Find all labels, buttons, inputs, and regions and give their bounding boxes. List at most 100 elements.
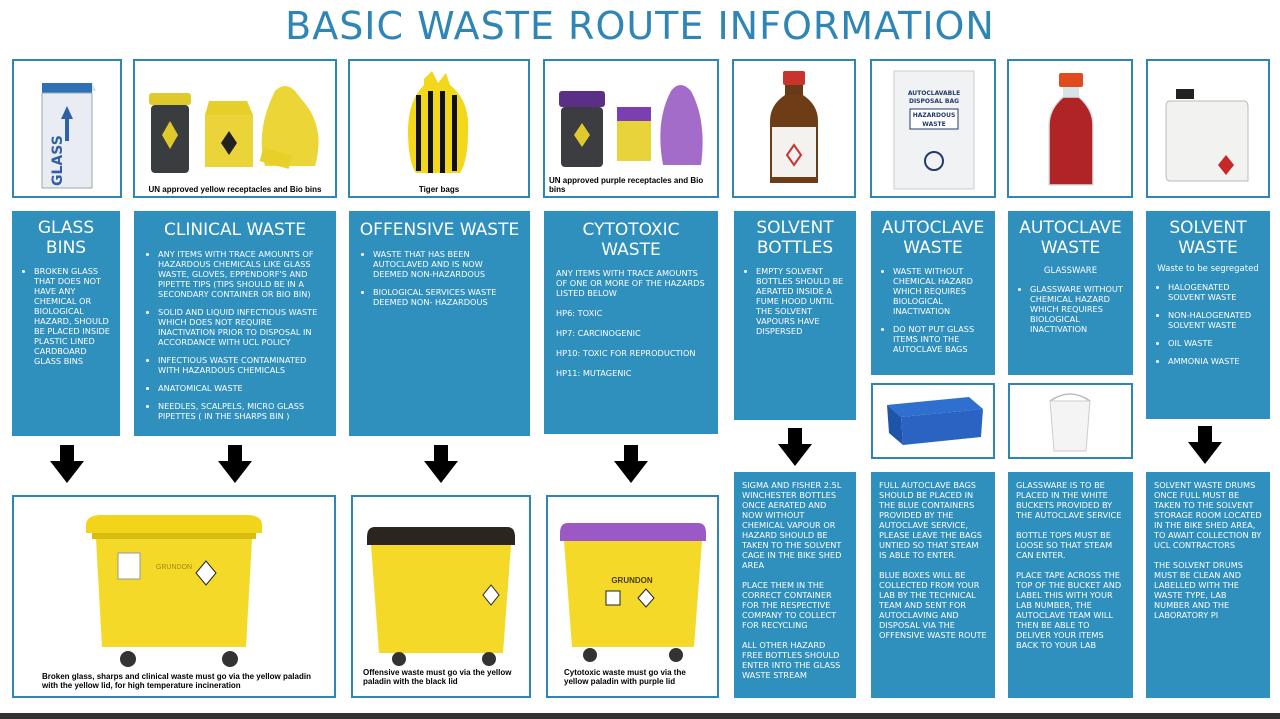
glass-bin-image: GLASS <box>12 59 122 198</box>
white-drum-icon <box>1165 89 1249 182</box>
instruction-text: Blue boxes will be collected from your l… <box>879 570 987 640</box>
glass-bins-panel: GLASS BINS Broken glass that does not ha… <box>12 211 120 436</box>
solvent-waste-panel: SOLVENT WASTE Waste to be segregated Hal… <box>1146 211 1270 419</box>
list-item: Oil waste <box>1168 338 1262 348</box>
instruction-text: Glassware is to be placed in the white b… <box>1016 480 1122 520</box>
clinical-bins-icon <box>149 86 319 173</box>
solvent-bottle-image <box>732 59 856 198</box>
list-item: Halogenated solvent waste <box>1168 282 1262 302</box>
solvent-waste-subtitle: Waste to be segregated <box>1157 264 1259 275</box>
down-arrow-icon <box>424 445 458 483</box>
solvent-waste-header: SOLVENT WASTE <box>1169 218 1247 258</box>
cytotoxic-intro: Any items with trace amounts of one or m… <box>556 268 705 299</box>
solvent-bottles-header: SOLVENT BOTTLES <box>756 218 834 258</box>
purple-lid-caption: Cytotoxic waste must go via the yellow p… <box>564 667 686 686</box>
white-bucket-icon <box>1049 393 1091 452</box>
clinical-waste-header: CLINICAL WASTE <box>164 220 306 240</box>
autoclave-bag-image: AUTOCLAVABLE DISPOSAL BAG HAZARDOUS WAST… <box>870 59 996 198</box>
yellow-lid-paladin-image: GRUNDON Broken glass, sharps and clinica… <box>12 495 336 698</box>
autoclave-glassware-header: AUTOCLAVE WASTE <box>1019 218 1122 258</box>
autoclave-waste-panel: AUTOCLAVE WASTE Waste without chemical h… <box>871 211 995 375</box>
tiger-bag-image: Tiger bags <box>348 59 530 198</box>
list-item: Glassware without chemical hazard which … <box>1030 284 1125 334</box>
list-item: Waste without chemical hazard which requ… <box>893 266 987 316</box>
svg-text:GRUNDON: GRUNDON <box>611 576 653 585</box>
instruction-text: Bottle tops must be loose so that steam … <box>1016 530 1113 560</box>
instruction-text: Solvent waste drums once full must be ta… <box>1154 480 1262 550</box>
list-item: Any items with trace amounts of hazardou… <box>158 249 326 299</box>
black-lid-paladin-image: Offensive waste must go via the yellow p… <box>351 495 531 698</box>
svg-text:AUTOCLAVABLE: AUTOCLAVABLE <box>908 90 960 97</box>
clinical-receptacles-image: UN approved yellow receptacles and Bio b… <box>133 59 337 198</box>
blue-box-icon <box>887 397 983 445</box>
glassware-subtitle: GLASSWARE <box>1043 266 1098 277</box>
yellow-lid-caption: Broken glass, sharps and clinical waste … <box>42 671 311 690</box>
instruction-text: Place tape across the top of the bucket … <box>1016 570 1122 650</box>
solvent-bottles-instructions: Sigma and Fisher 2.5L Winchester bottles… <box>734 472 856 698</box>
white-bucket-image <box>1008 383 1133 459</box>
svg-text:GRUNDON: GRUNDON <box>156 564 192 571</box>
list-item: Broken glass that does not have any chem… <box>34 266 112 366</box>
cytotoxic-waste-panel: CYTOTOXIC WASTE Any items with trace amo… <box>544 211 718 434</box>
list-item: Waste that has been autoclaved and is no… <box>373 249 520 279</box>
down-arrow-icon <box>50 445 84 483</box>
black-lid-paladin-icon <box>367 527 515 666</box>
down-arrow-icon <box>614 445 648 483</box>
offensive-waste-panel: OFFENSIVE WASTE Waste that has been auto… <box>349 211 530 436</box>
list-item: Solid and liquid infectious waste which … <box>158 307 326 347</box>
glass-bins-header: GLASS BINS <box>37 218 95 258</box>
glassware-instructions: Glassware is to be placed in the white b… <box>1008 472 1133 698</box>
list-item: Anatomical waste <box>158 383 326 393</box>
cytotoxic-receptacles-image: UN approved purple receptacles and Bio b… <box>543 59 719 198</box>
instruction-text: All other hazard free bottles should ent… <box>742 640 841 680</box>
black-lid-caption: Offensive waste must go via the yellow p… <box>363 667 512 686</box>
list-item: Empty solvent bottles should be aerated … <box>756 266 848 336</box>
cytotoxic-bins-icon <box>559 85 703 167</box>
down-arrow-icon <box>1188 426 1222 464</box>
solvent-drum-image <box>1146 59 1270 198</box>
instruction-text: Sigma and Fisher 2.5L Winchester bottles… <box>742 480 842 570</box>
yellow-paladin-icon: GRUNDON <box>86 515 262 667</box>
svg-text:DISPOSAL BAG: DISPOSAL BAG <box>909 98 959 105</box>
blue-container-image <box>871 383 995 459</box>
down-arrow-icon <box>778 428 812 466</box>
solvent-bottles-panel: SOLVENT BOTTLES Empty solvent bottles sh… <box>734 211 856 420</box>
instruction-text: Full autoclave bags should be placed in … <box>879 480 982 560</box>
page-title: BASIC WASTE ROUTE INFORMATION <box>285 4 995 48</box>
clinical-image-caption: UN approved yellow receptacles and Bio b… <box>148 184 322 194</box>
brown-bottle-icon <box>770 71 818 183</box>
list-item: Biological services waste deemed non- ha… <box>373 287 520 307</box>
purple-lid-paladin-icon: GRUNDON <box>560 523 706 662</box>
autoclave-instructions: Full autoclave bags should be placed in … <box>871 472 995 698</box>
list-item: Needles, scalpels, micro glass pipettes … <box>158 401 326 421</box>
instruction-text: Place them in the correct container for … <box>742 580 837 630</box>
red-lab-bottle-icon <box>1048 73 1094 186</box>
instruction-text: The solvent drums must be clean and labe… <box>1154 560 1243 620</box>
glass-box-icon: GLASS <box>41 83 96 189</box>
list-item: HP11: Mutagenic <box>556 368 632 379</box>
clinical-waste-panel: CLINICAL WASTE Any items with trace amou… <box>134 211 336 436</box>
list-item: Infectious waste contaminated with hazar… <box>158 355 326 375</box>
svg-text:WASTE: WASTE <box>922 121 946 128</box>
list-item: Ammonia waste <box>1168 356 1262 366</box>
down-arrow-icon <box>218 445 252 483</box>
bottom-bar <box>0 713 1280 719</box>
tiger-bag-icon <box>408 71 469 173</box>
offensive-waste-header: OFFENSIVE WASTE <box>359 220 520 240</box>
svg-text:HAZARDOUS: HAZARDOUS <box>913 112 956 119</box>
solvent-waste-instructions: Solvent waste drums once full must be ta… <box>1146 472 1270 698</box>
cytotoxic-waste-header: CYTOTOXIC WASTE <box>582 220 680 260</box>
list-item: HP10: Toxic for reproduction <box>556 348 696 359</box>
cytotoxic-image-caption: UN approved purple receptacles and Bio b… <box>549 175 704 194</box>
list-item: Non-halogenated solvent waste <box>1168 310 1262 330</box>
purple-lid-paladin-image: GRUNDON Cytotoxic waste must go via the … <box>546 495 719 698</box>
tiger-bag-caption: Tiger bags <box>418 184 460 194</box>
glass-bottle-image <box>1007 59 1133 198</box>
list-item: Do not put glass items into the autoclav… <box>893 324 987 354</box>
svg-text:GLASS: GLASS <box>50 135 66 186</box>
list-item: HP6: Toxic <box>556 308 603 319</box>
autoclave-waste-header: AUTOCLAVE WASTE <box>881 218 985 258</box>
autoclave-glassware-panel: AUTOCLAVE WASTE GLASSWARE Glassware with… <box>1008 211 1133 375</box>
autoclave-bag-icon: AUTOCLAVABLE DISPOSAL BAG HAZARDOUS WAST… <box>893 70 975 190</box>
list-item: HP7: Carcinogenic <box>556 328 641 339</box>
